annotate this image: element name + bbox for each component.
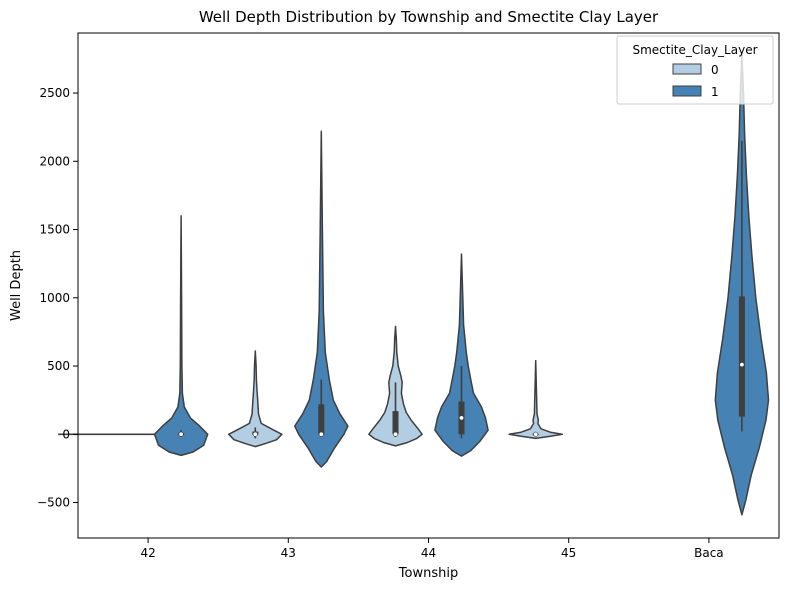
y-tick-label: 1000 (39, 291, 70, 305)
violin-1-43-median (318, 431, 324, 437)
x-axis-label: Township (398, 566, 458, 581)
plot-frame (77, 32, 780, 539)
y-tick-label: 1500 (39, 223, 70, 237)
violin-1-42-body (153, 215, 209, 457)
violin-1-42 (153, 215, 209, 457)
y-axis-label: Well Depth (9, 250, 24, 321)
violin-1-44-median (458, 415, 464, 421)
violin-0-43 (227, 350, 283, 448)
y-axis: −500 0 500 1000 1500 2000 2500 (37, 86, 78, 510)
violin-0-44 (368, 325, 423, 447)
x-axis: 42 43 44 45 Baca (140, 538, 724, 560)
violin-0-43-median (252, 431, 258, 437)
x-tick-label: 45 (561, 546, 576, 560)
y-tick-label: 2000 (39, 154, 70, 168)
y-tick-label: 500 (47, 359, 70, 373)
x-tick-label: 43 (281, 546, 296, 560)
violin-1-Baca-iqr-box (738, 296, 745, 417)
violin-0-44-iqr-box (392, 411, 399, 435)
x-tick-label: 42 (140, 546, 155, 560)
legend-swatch-0 (672, 63, 702, 75)
x-tick-label: 44 (421, 546, 436, 560)
violin-1-Baca (714, 54, 770, 516)
chart-title: Well Depth Distribution by Township and … (199, 8, 659, 26)
plot-area (58, 54, 770, 516)
legend: Smectite_Clay_Layer 0 1 (616, 35, 774, 105)
y-tick-label: 2500 (39, 86, 70, 100)
violin-0-43-body (227, 350, 283, 448)
y-tick-label: 0 (62, 427, 70, 441)
violin-1-42-median (178, 431, 184, 437)
legend-title: Smectite_Clay_Layer (632, 43, 757, 57)
legend-swatch-1 (672, 85, 702, 97)
legend-label-1: 1 (711, 85, 719, 99)
violin-0-44-median (392, 431, 398, 437)
violin-1-Baca-median (739, 362, 745, 368)
violin-0-45-body (508, 359, 564, 440)
y-tick-label: −500 (37, 496, 70, 510)
violin-1-43-body (293, 130, 349, 468)
violin-1-44-body (434, 253, 489, 457)
violin-0-45 (508, 359, 564, 440)
violin-0-45-median (533, 431, 539, 437)
violin-1-43-iqr-box (318, 404, 325, 435)
x-tick-label: Baca (694, 546, 724, 560)
violin-1-43 (293, 130, 349, 468)
violin-1-44 (434, 253, 489, 457)
legend-label-0: 0 (711, 63, 719, 77)
